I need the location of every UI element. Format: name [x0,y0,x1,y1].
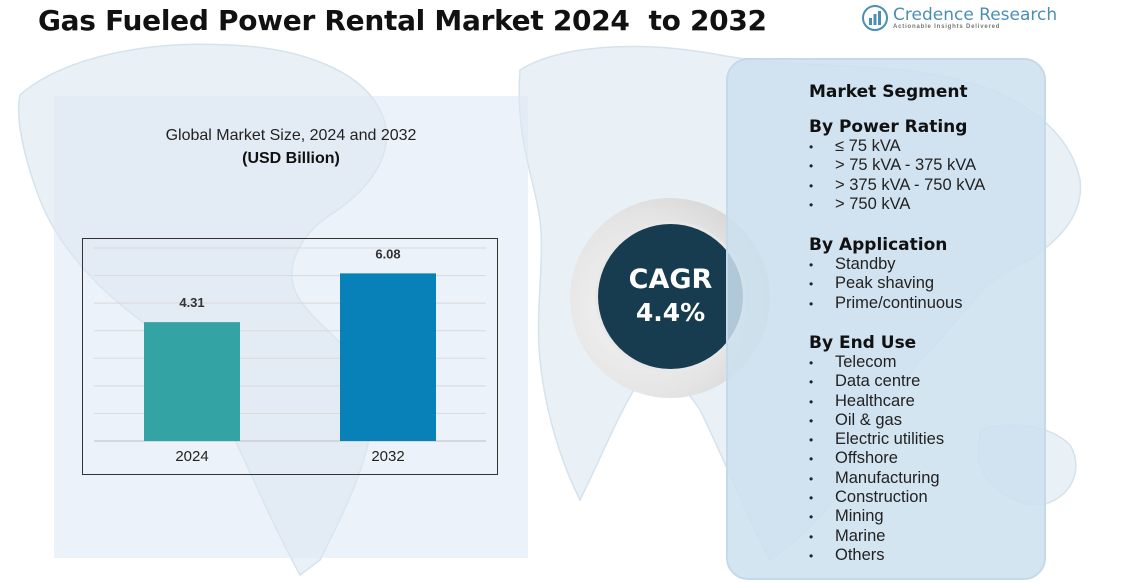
bullet-icon: • [809,548,814,563]
bullet-icon: • [809,356,814,370]
segment-list-end-use: • Telecom • Data centre • Healthcare • Oil &… [809,353,944,565]
bullet-icon: • [809,258,814,272]
segment-item: • Healthcare [809,392,944,411]
bullet-icon: • [809,277,814,292]
bar-chart: 4.31 2024 6.08 2032 [82,238,498,475]
bullet-icon: • [809,178,814,193]
segment-list-power-rating: • ≤ 75 kVA • > 75 kVA - 375 kVA • > 375 kVA… [809,137,985,214]
chart-title: Global Market Size, 2024 and 2032 [165,127,417,144]
bullet-icon: • [809,394,814,409]
bullet-icon: • [809,140,814,154]
cagr-label: CAGR [628,264,713,295]
segment-item: • Oil & gas [809,411,944,430]
bar-chart-logo-icon [862,5,888,31]
bullet-icon: • [809,159,814,174]
segment-item: • Mining [809,507,944,526]
page-title: Gas Fueled Power Rental Market 2024 to 2… [38,4,767,37]
bullet-icon: • [809,452,814,467]
segment-group-title: By Application [809,235,948,255]
chart-unit-label: (USD Billion) [242,150,340,167]
chart-frame [82,238,498,475]
segment-item: • Construction [809,488,944,507]
segment-item: • Manufacturing [809,469,944,488]
segment-item: • Telecom [809,353,944,372]
segment-group-title: By Power Rating [809,117,968,137]
bullet-icon: • [809,491,814,506]
segment-item: • > 75 kVA - 375 kVA [809,156,985,175]
segment-item: • Marine [809,527,944,546]
segment-list-application: • Standby • Peak shaving • Prime/continuous [809,255,962,313]
segment-group-title: By End Use [809,333,917,353]
segment-item: • Prime/continuous [809,294,962,313]
brand-name: Credence Research [893,5,1058,25]
bar-2032 [340,273,436,441]
bullet-icon: • [809,510,814,525]
bullet-icon: • [809,471,814,486]
bullet-icon: • [809,413,814,428]
bullet-icon: • [809,197,814,212]
bullet-icon: • [809,433,814,448]
x-tick-label-2032: 2032 [371,448,404,465]
bullet-icon: • [809,375,814,390]
cagr-value: 4.4% [635,298,706,327]
segment-item: • Electric utilities [809,430,944,449]
bullet-icon: • [809,529,814,544]
chart-panel [54,96,528,558]
segment-item: • Data centre [809,372,944,391]
bullet-icon: • [809,296,814,311]
segment-item: • Standby [809,255,962,274]
segment-item: • Offshore [809,449,944,468]
data-label-2032: 6.08 [375,246,400,261]
segment-item: • > 375 kVA - 750 kVA [809,176,985,195]
brand-logo: Credence Research Actionable Insights De… [862,3,1057,33]
x-tick-label-2024: 2024 [175,448,208,465]
brand-tagline: Actionable Insights Delivered [893,24,1001,30]
market-segment-panel [726,58,1046,580]
bar-2024 [144,322,240,441]
market-segment-heading: Market Segment [809,82,968,102]
cagr-badge [598,224,743,369]
data-label-2024: 4.31 [179,295,204,310]
segment-item: • ≤ 75 kVA [809,137,985,156]
segment-item: • Peak shaving [809,274,962,293]
segment-item: • > 750 kVA [809,195,985,214]
segment-item: • Others [809,546,944,565]
